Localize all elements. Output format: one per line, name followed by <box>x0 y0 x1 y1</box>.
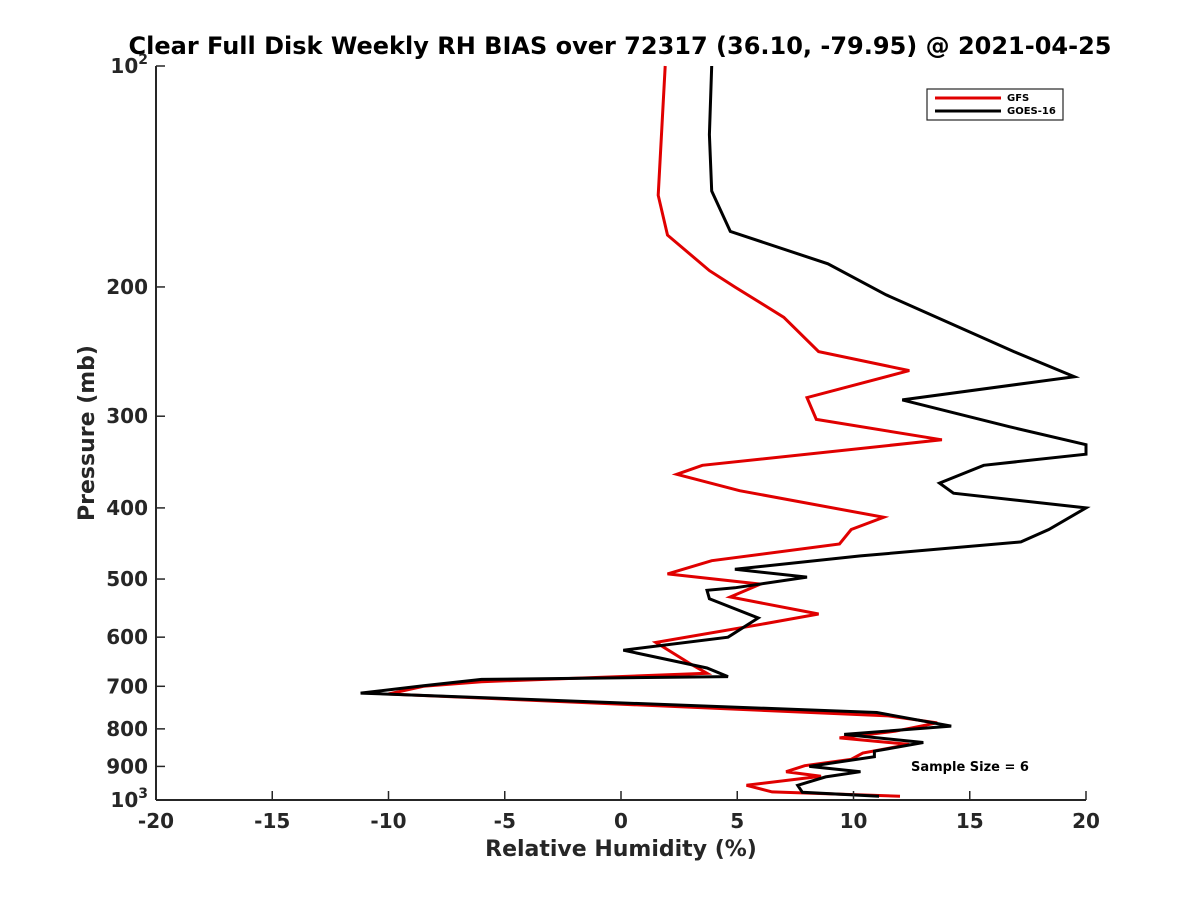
y-tick-label: 500 <box>106 567 148 591</box>
x-tick-label: 10 <box>840 809 868 833</box>
legend: GFS GOES-16 <box>926 88 1064 121</box>
y-tick-label: 300 <box>106 404 148 428</box>
x-axis-ticks: -20 -15 -10 -5 0 5 10 15 20 <box>138 791 1100 833</box>
y-tick-label: 103 <box>110 786 148 812</box>
x-tick-label: 20 <box>1072 809 1100 833</box>
legend-label-gfs: GFS <box>1007 93 1029 104</box>
y-tick-label: 800 <box>106 717 148 741</box>
y-tick-label: 700 <box>106 674 148 698</box>
legend-label-goes16: GOES-16 <box>1007 106 1056 117</box>
series-line-goes16 <box>360 65 1091 798</box>
y-tick-label: 400 <box>106 496 148 520</box>
x-tick-label: -15 <box>254 809 290 833</box>
y-axis-label: Pressure (mb) <box>75 345 100 521</box>
x-tick-label: -5 <box>494 809 516 833</box>
y-axis-ticks: 102 200 300 400 500 600 700 800 900 103 <box>106 52 165 812</box>
x-axis-label: Relative Humidity (%) <box>485 837 757 862</box>
legend-box <box>926 88 1064 121</box>
plot-area <box>360 65 1091 798</box>
x-tick-label: 15 <box>956 809 984 833</box>
y-tick-label: 600 <box>106 625 148 649</box>
axes <box>155 66 1086 801</box>
x-tick-label: 5 <box>730 809 744 833</box>
chart-title: Clear Full Disk Weekly RH BIAS over 7231… <box>129 32 1112 60</box>
y-tick-label: 102 <box>110 52 148 78</box>
x-tick-label: -20 <box>138 809 174 833</box>
y-tick-label: 900 <box>106 754 148 778</box>
x-tick-label: 0 <box>614 809 628 833</box>
series-line-gfs <box>388 65 943 798</box>
x-tick-label: -10 <box>370 809 406 833</box>
y-tick-label: 200 <box>106 275 148 299</box>
sample-size-annotation: Sample Size = 6 <box>911 760 1029 775</box>
